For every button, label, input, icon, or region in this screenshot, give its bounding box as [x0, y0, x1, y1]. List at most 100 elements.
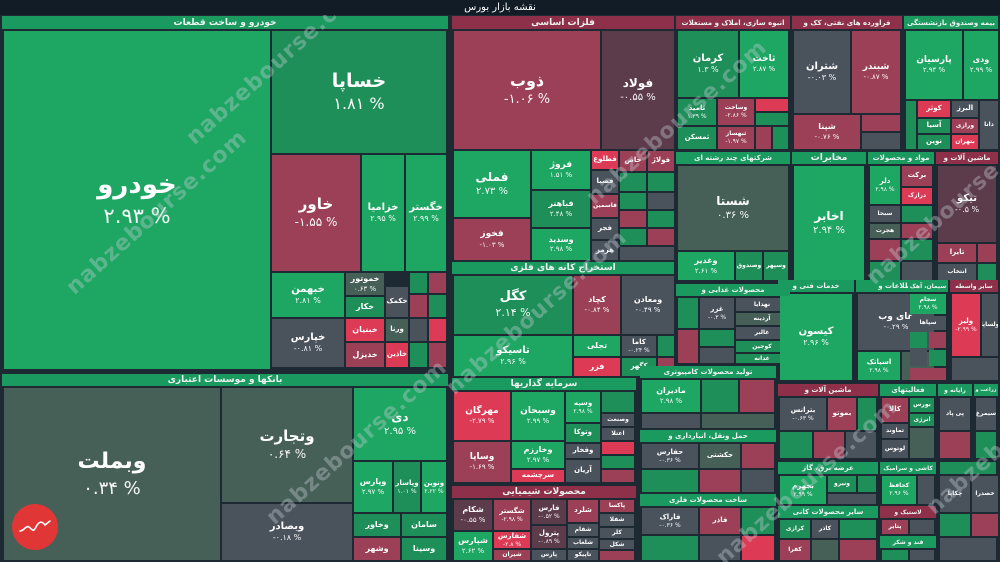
- mosaic-tile[interactable]: [862, 115, 900, 131]
- tile-دانا[interactable]: دانا: [980, 101, 998, 149]
- mosaic-tile[interactable]: [410, 295, 427, 317]
- tile-پترول[interactable]: پترول -۰.۸۹ %: [532, 526, 566, 548]
- tile-سیمرغ[interactable]: سیمرغ: [976, 398, 996, 430]
- mosaic-tile[interactable]: [620, 193, 646, 209]
- tile-ونوین[interactable]: ونوین ۲.۲۲ %: [422, 462, 446, 512]
- tile-کحافظ[interactable]: کحافظ ۲.۹۶ %: [882, 476, 916, 504]
- tile-البرز[interactable]: البرز: [952, 101, 978, 117]
- tile-شیران[interactable]: شیران: [494, 550, 530, 560]
- tile-اعتلا[interactable]: اعتلا: [602, 428, 634, 440]
- mosaic-tile[interactable]: [410, 273, 427, 293]
- tile-شتران[interactable]: شتران -۰.۰۳ %: [794, 31, 850, 113]
- tile-کیسون[interactable]: کیسون ۲.۹۶ %: [780, 294, 852, 380]
- tile-وصنعت[interactable]: وصنعت: [602, 414, 634, 426]
- tile-شلرد[interactable]: شلرد: [568, 500, 598, 522]
- mosaic-tile[interactable]: [929, 350, 946, 366]
- tile-فاسمین[interactable]: فاسمین: [592, 195, 618, 217]
- tile-ودی[interactable]: ودی ۲.۹۹ %: [964, 31, 998, 99]
- mosaic-tile[interactable]: [700, 536, 740, 560]
- tile-خبهمن[interactable]: خبهمن ۲.۸۱ %: [272, 273, 344, 317]
- tile-هجرت[interactable]: هجرت: [870, 224, 900, 238]
- tile-درازک[interactable]: درازک: [902, 188, 932, 204]
- mosaic-tile[interactable]: [602, 456, 634, 468]
- tile-سجام[interactable]: سجام ۲.۹۸ %: [910, 294, 946, 314]
- tile-تاسیکو[interactable]: تاسیکو ۲.۹۶ %: [454, 336, 572, 376]
- mosaic-tile[interactable]: [740, 380, 774, 412]
- tile-فاراک[interactable]: فاراک -۰.۳۶ %: [642, 508, 698, 534]
- tile-فروژ[interactable]: فروژ ۱.۵۱ %: [532, 151, 590, 189]
- mosaic-tile[interactable]: [742, 508, 774, 534]
- tile-فملی[interactable]: فملی ۲.۷۳ %: [454, 151, 530, 217]
- tile-وپارس[interactable]: وپارس ۲.۹۷ %: [354, 462, 392, 512]
- tile-فولاژ[interactable]: فولاژ: [648, 151, 674, 171]
- mosaic-tile[interactable]: [410, 343, 427, 367]
- tile-سرچشمه[interactable]: سرچشمه: [512, 470, 564, 482]
- mosaic-tile[interactable]: [620, 229, 646, 245]
- tile-شفارس[interactable]: شفارس -۲.۸ %: [494, 532, 530, 548]
- tile-وساپا[interactable]: وساپا -۱.۶۹ %: [454, 442, 510, 482]
- tile-خکمک[interactable]: خکمک: [386, 287, 408, 317]
- mosaic-tile[interactable]: [648, 193, 674, 209]
- mosaic-tile[interactable]: [910, 520, 934, 534]
- tile-آسیا[interactable]: آسیا: [918, 119, 950, 133]
- tile-فاذر[interactable]: فاذر: [700, 508, 740, 534]
- tile-خاور[interactable]: خاور -۱.۵۵ %: [272, 155, 360, 271]
- tile-کرمان[interactable]: کرمان ۱.۳ %: [678, 31, 738, 97]
- mosaic-tile[interactable]: [978, 264, 996, 280]
- mosaic-tile[interactable]: [870, 240, 900, 260]
- tile-کالا[interactable]: کالا: [882, 398, 908, 422]
- tile-غالبر[interactable]: غالبر: [736, 327, 788, 339]
- tile-فطلوع[interactable]: فطلوع: [592, 151, 618, 169]
- tile-خاذین[interactable]: خاذین: [386, 343, 408, 367]
- tile-حکشتی[interactable]: حکشتی: [700, 444, 740, 468]
- tile-وتوکا[interactable]: وتوکا: [566, 424, 600, 442]
- mosaic-tile[interactable]: [742, 444, 774, 468]
- tile-خکار[interactable]: خکار: [346, 297, 384, 317]
- tile-انتخاب[interactable]: انتخاب: [938, 264, 976, 280]
- tile-وغدیر[interactable]: وغدیر ۲.۶۱ %: [678, 252, 734, 280]
- tile-وسدید[interactable]: وسدید ۲.۹۸ %: [532, 229, 590, 260]
- tile-بورس[interactable]: بورس: [910, 398, 934, 412]
- tile-شپنا[interactable]: شپنا -۰.۷۶ %: [794, 115, 860, 149]
- tile-وبصادر[interactable]: وبصادر -۰.۱۸ %: [222, 504, 352, 560]
- tile-کرازی[interactable]: کرازی: [780, 520, 810, 538]
- mosaic-tile[interactable]: [910, 550, 934, 560]
- tile-ثامید[interactable]: ثامید ۱.۳۹ %: [678, 99, 716, 125]
- tile-فخوز[interactable]: فخوز -۱.۰۳ %: [454, 219, 530, 260]
- tile-شکام[interactable]: شکام -۰.۵۵ %: [454, 500, 492, 530]
- mosaic-tile[interactable]: [940, 514, 970, 536]
- tile-دی[interactable]: دی ۲.۹۵ %: [354, 388, 446, 460]
- tile-شکل[interactable]: شکل: [600, 540, 634, 549]
- tile-خگستر[interactable]: خگستر ۲.۹۹ %: [406, 155, 446, 271]
- tile-فصبا[interactable]: فصبا: [592, 171, 618, 193]
- tile-شستا[interactable]: شستا ۰.۳۶ %: [678, 166, 788, 250]
- tile-وپاسار[interactable]: وپاسار ۱.۰۱ %: [394, 462, 420, 512]
- tile-کلر[interactable]: کلر: [600, 528, 634, 538]
- tile-ولیز[interactable]: ولیز -۲.۹۹ %: [952, 294, 980, 356]
- mosaic-tile[interactable]: [648, 229, 674, 245]
- mosaic-tile[interactable]: [700, 348, 734, 363]
- tile-وفخار[interactable]: وفخار: [566, 444, 600, 458]
- mosaic-tile[interactable]: [429, 273, 446, 293]
- tile-بتهران[interactable]: بتهران: [952, 135, 978, 149]
- mosaic-tile[interactable]: [910, 350, 927, 366]
- mosaic-tile[interactable]: [972, 514, 998, 536]
- mosaic-tile[interactable]: [702, 414, 774, 428]
- tile-ثبهساز[interactable]: ثبهساز -۱.۹۷ %: [718, 127, 754, 149]
- mosaic-tile[interactable]: [940, 432, 970, 458]
- tile-ولساپا[interactable]: ولساپا: [982, 294, 998, 356]
- tile-حفارس[interactable]: حفارس -۰.۳۶ %: [642, 444, 698, 468]
- mosaic-tile[interactable]: [918, 476, 934, 504]
- tile-ثاخت[interactable]: ثاخت ۲.۸۷ %: [740, 31, 788, 97]
- mosaic-tile[interactable]: [602, 442, 634, 454]
- tile-سپاها[interactable]: سپاها: [910, 316, 946, 330]
- mosaic-tile[interactable]: [976, 432, 996, 458]
- mosaic-tile[interactable]: [620, 211, 646, 227]
- tile-ونیرو[interactable]: ونیرو: [828, 476, 856, 492]
- tile-خاص[interactable]: خاص: [620, 151, 646, 171]
- tile-وسپه[interactable]: وسپه ۲.۹۸ %: [566, 392, 600, 422]
- tile-غزر[interactable]: غزر -۰.۳ %: [700, 298, 734, 328]
- tile-اخابر[interactable]: اخابر ۲.۹۴ %: [794, 166, 864, 280]
- mosaic-tile[interactable]: [858, 398, 876, 430]
- mosaic-tile[interactable]: [902, 262, 932, 280]
